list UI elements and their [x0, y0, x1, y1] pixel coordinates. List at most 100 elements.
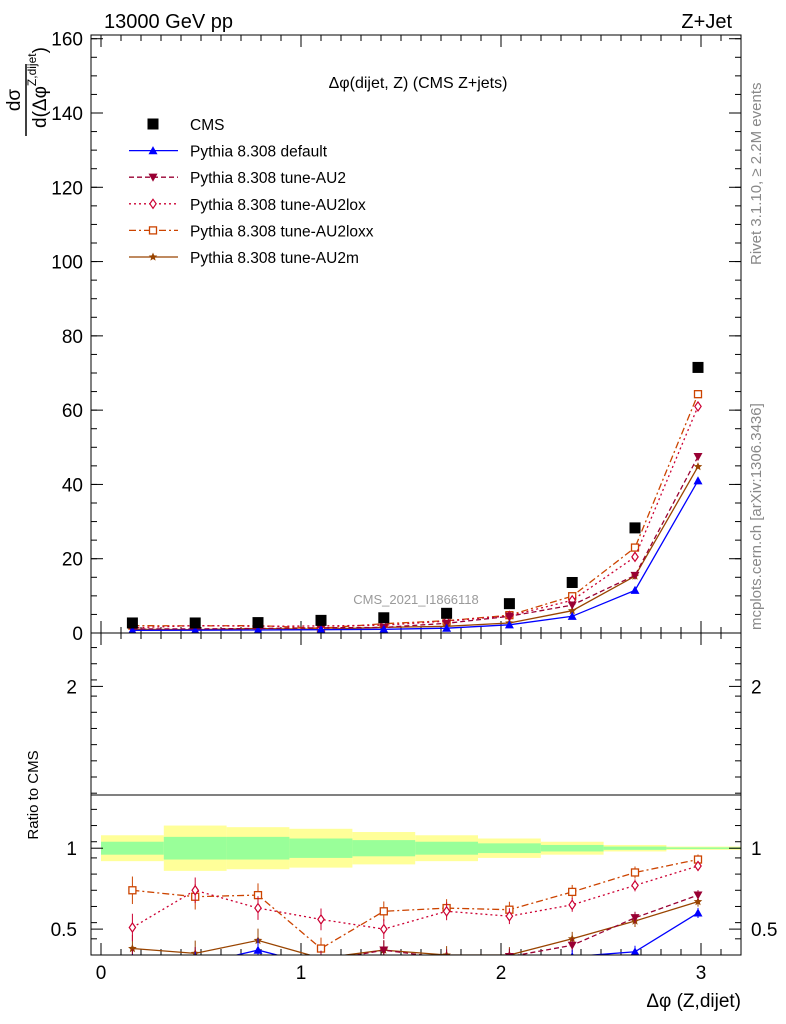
point-marker — [191, 884, 200, 896]
stat-uncertainty-band — [666, 847, 741, 850]
point-marker — [442, 967, 451, 975]
point-marker — [629, 522, 641, 534]
stat-uncertainty-band — [101, 841, 164, 855]
point-marker — [567, 601, 577, 610]
point-marker — [693, 452, 703, 462]
y-title-denominator: d(ΔφZ,dijet) — [25, 47, 51, 128]
ratio-y-tick-label-right: 0.5 — [751, 920, 777, 941]
series-cms — [126, 361, 704, 629]
point-marker — [254, 958, 263, 966]
legend-label: Pythia 8.308 tune-AU2lox — [190, 197, 366, 214]
bottom-plot-frame — [90, 632, 742, 956]
x-tick-label: 0 — [96, 963, 107, 984]
point-marker — [631, 879, 639, 891]
y-tick-label: 100 — [51, 253, 83, 274]
point-marker — [630, 868, 640, 877]
point-marker — [379, 624, 389, 633]
legend-label: Pythia 8.308 tune-AU2loxx — [190, 223, 374, 240]
point-marker — [378, 612, 390, 624]
legend-item: Pythia 8.308 tune-AU2m — [129, 250, 359, 267]
bottom-y-axis-title: Ratio to CMS — [25, 750, 42, 839]
legend-item: CMS — [147, 117, 224, 134]
y-tick-label: 120 — [51, 178, 83, 199]
top-series-layer — [126, 361, 704, 633]
point-marker — [128, 625, 137, 633]
stat-uncertainty-band — [478, 843, 541, 854]
point-marker — [148, 173, 158, 182]
point-marker — [630, 947, 640, 955]
process-label: Z+Jet — [681, 11, 732, 33]
point-marker — [692, 361, 704, 373]
bottom-series-layer — [128, 854, 703, 975]
point-marker — [379, 965, 388, 973]
x-tick-label: 1 — [296, 963, 307, 984]
legend-label: CMS — [190, 117, 224, 134]
top-plot-frame — [90, 34, 742, 634]
point-marker — [568, 887, 577, 897]
ratio-series-line — [353, 894, 699, 955]
watermark: CMS_2021_I1866118 — [353, 592, 479, 607]
point-marker — [442, 954, 452, 955]
point-marker — [379, 923, 388, 935]
point-marker — [148, 252, 158, 261]
point-marker — [693, 891, 703, 900]
stat-uncertainty-band — [603, 846, 667, 850]
point-marker — [191, 956, 200, 964]
ratio-series-pythia-8-308-default — [128, 907, 703, 975]
ratio-series-line — [132, 900, 699, 955]
y-tick-label: 160 — [51, 30, 83, 51]
stat-uncertainty-band — [163, 836, 227, 860]
point-marker — [567, 611, 577, 620]
top-y-axis-title: dσ d(ΔφZ,dijet) — [4, 47, 51, 136]
y-tick-label: 20 — [62, 550, 83, 571]
point-marker — [505, 910, 514, 922]
uncertainty-bands — [101, 825, 741, 871]
y-title-den-suffix: ) — [30, 47, 51, 53]
y-title-den-sup: Z,dijet — [25, 53, 39, 86]
legend: CMS Pythia 8.308 default Pythia 8.308 tune… — [129, 117, 374, 267]
point-marker — [567, 606, 577, 615]
top-panel-title: Δφ(dijet, Z) (CMS Z+jets) — [329, 75, 508, 92]
point-marker — [566, 576, 578, 588]
point-marker — [191, 625, 200, 633]
top-panel: 0 20 40 60 80 100 120 140 160 Δφ(dijet, Z) (CMS … — [51, 30, 742, 645]
ratio-series-line — [234, 912, 699, 955]
point-marker — [630, 914, 640, 923]
point-marker — [693, 390, 703, 399]
bottom-axis-ticks: 0.5 0.5 1 1 2 2 0 1 2 3 — [51, 633, 777, 984]
ratio-y-tick-label: 2 — [66, 677, 77, 698]
ratio-series-pythia-8-308-tune-au2 — [128, 890, 703, 967]
point-marker — [128, 959, 137, 967]
ratio-series-pythia-8-308-tune-au2lox — [128, 860, 702, 942]
point-marker — [503, 598, 515, 610]
x-axis-title: Δφ (Z,dijet) — [646, 991, 741, 1012]
stat-uncertainty-band — [289, 838, 353, 858]
point-marker — [567, 941, 577, 950]
mcplots-label: mcplots.cern.ch [arXiv:1306.3436] — [748, 403, 765, 630]
point-marker — [128, 963, 137, 971]
point-marker — [317, 962, 326, 970]
bottom-panel: 0.5 0.5 1 1 2 2 0 1 2 3 — [51, 632, 777, 984]
point-marker — [694, 400, 702, 412]
point-marker — [694, 860, 702, 872]
series-line — [132, 480, 699, 632]
y-title-den-prefix: d(Δφ — [30, 86, 51, 128]
point-marker — [253, 625, 263, 633]
series-line — [132, 406, 699, 629]
point-marker — [191, 960, 200, 968]
series-line — [132, 393, 699, 629]
ratio-y-tick-label: 1 — [66, 839, 77, 860]
legend-label: Pythia 8.308 tune-AU2 — [190, 170, 346, 187]
ratio-y-tick-label: 0.5 — [51, 920, 77, 941]
y-tick-label: 60 — [62, 401, 83, 422]
point-marker — [128, 886, 137, 895]
point-marker — [149, 198, 157, 210]
point-marker — [630, 571, 640, 580]
series-line — [132, 456, 699, 630]
point-marker — [128, 944, 137, 953]
point-marker — [693, 462, 703, 471]
x-tick-label: 2 — [496, 963, 507, 984]
point-marker — [128, 921, 137, 934]
point-marker — [504, 620, 514, 629]
ratio-y-tick-label-right: 2 — [751, 677, 762, 698]
